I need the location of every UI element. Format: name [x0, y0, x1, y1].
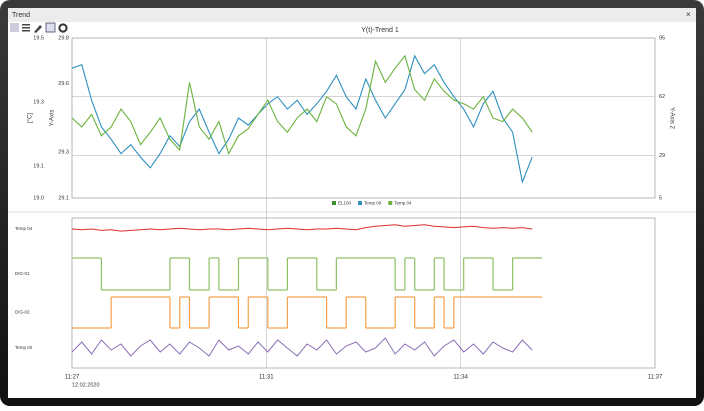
legend-label: EL100	[338, 201, 352, 206]
x-tick-label: 11:27	[65, 375, 80, 381]
title-bar	[8, 8, 696, 22]
plot: Y(t)-Trend 1 19.5 19.3 19.1 19.0 29.8 29.6 29.3…	[15, 27, 674, 389]
tool-icon[interactable]	[22, 30, 30, 32]
date-label: 12.02.2020	[72, 382, 100, 388]
series-line	[71, 54, 533, 156]
tool-icon[interactable]	[58, 23, 68, 33]
lane-label: Temp 02	[15, 345, 33, 350]
y-tick-label: 19.0	[33, 195, 44, 201]
lane-line	[71, 337, 533, 357]
series-line	[71, 54, 533, 184]
inner-axis-label: Y-Axis	[50, 110, 56, 127]
x-tick-label: 11:37	[648, 375, 663, 381]
lane-label: Temp 04	[15, 226, 33, 231]
legend-swatch	[388, 201, 393, 205]
plot-frame	[71, 217, 656, 369]
inner-tick-label: 29.8	[58, 35, 69, 41]
legend-swatch	[358, 201, 363, 205]
legend-swatch	[332, 201, 336, 205]
tool-icon[interactable]	[34, 25, 42, 33]
y-tick-label: 19.3	[33, 99, 44, 105]
toolbar	[10, 22, 68, 33]
tool-icon[interactable]	[22, 27, 30, 29]
chart-title: Y(t)-Trend 1	[361, 27, 399, 34]
close-button[interactable]: ×	[686, 10, 691, 19]
y-tick-label: 19.5	[33, 35, 44, 41]
y2-tick-label: 5	[659, 195, 662, 201]
y2-tick-label: 95	[659, 35, 665, 41]
legend-label: Temp 04	[394, 201, 412, 206]
legend-label: Temp 00	[364, 201, 382, 206]
tool-icon[interactable]	[45, 22, 56, 33]
tool-icon[interactable]	[22, 24, 30, 26]
tool-icon[interactable]	[10, 23, 19, 32]
inner-tick-label: 29.6	[58, 81, 69, 87]
lane-label: DIG-01	[15, 271, 30, 276]
y-tick-label: 19.1	[33, 163, 44, 169]
y2-tick-label: 29	[659, 153, 665, 159]
x-tick-label: 11:31	[259, 375, 274, 381]
lane-label: DIG-02	[15, 310, 30, 315]
lane-line	[71, 224, 533, 232]
window-title: Trend	[12, 12, 30, 19]
x-tick-label: 11:34	[453, 375, 468, 381]
y-axis-label: [°C]	[28, 113, 34, 123]
inner-tick-label: 29.3	[58, 150, 69, 156]
y2-tick-label: 62	[659, 94, 665, 100]
inner-tick-label: 29.1	[58, 195, 69, 201]
y2-axis-label: Y-Axis 2	[668, 107, 674, 129]
window	[8, 8, 696, 398]
